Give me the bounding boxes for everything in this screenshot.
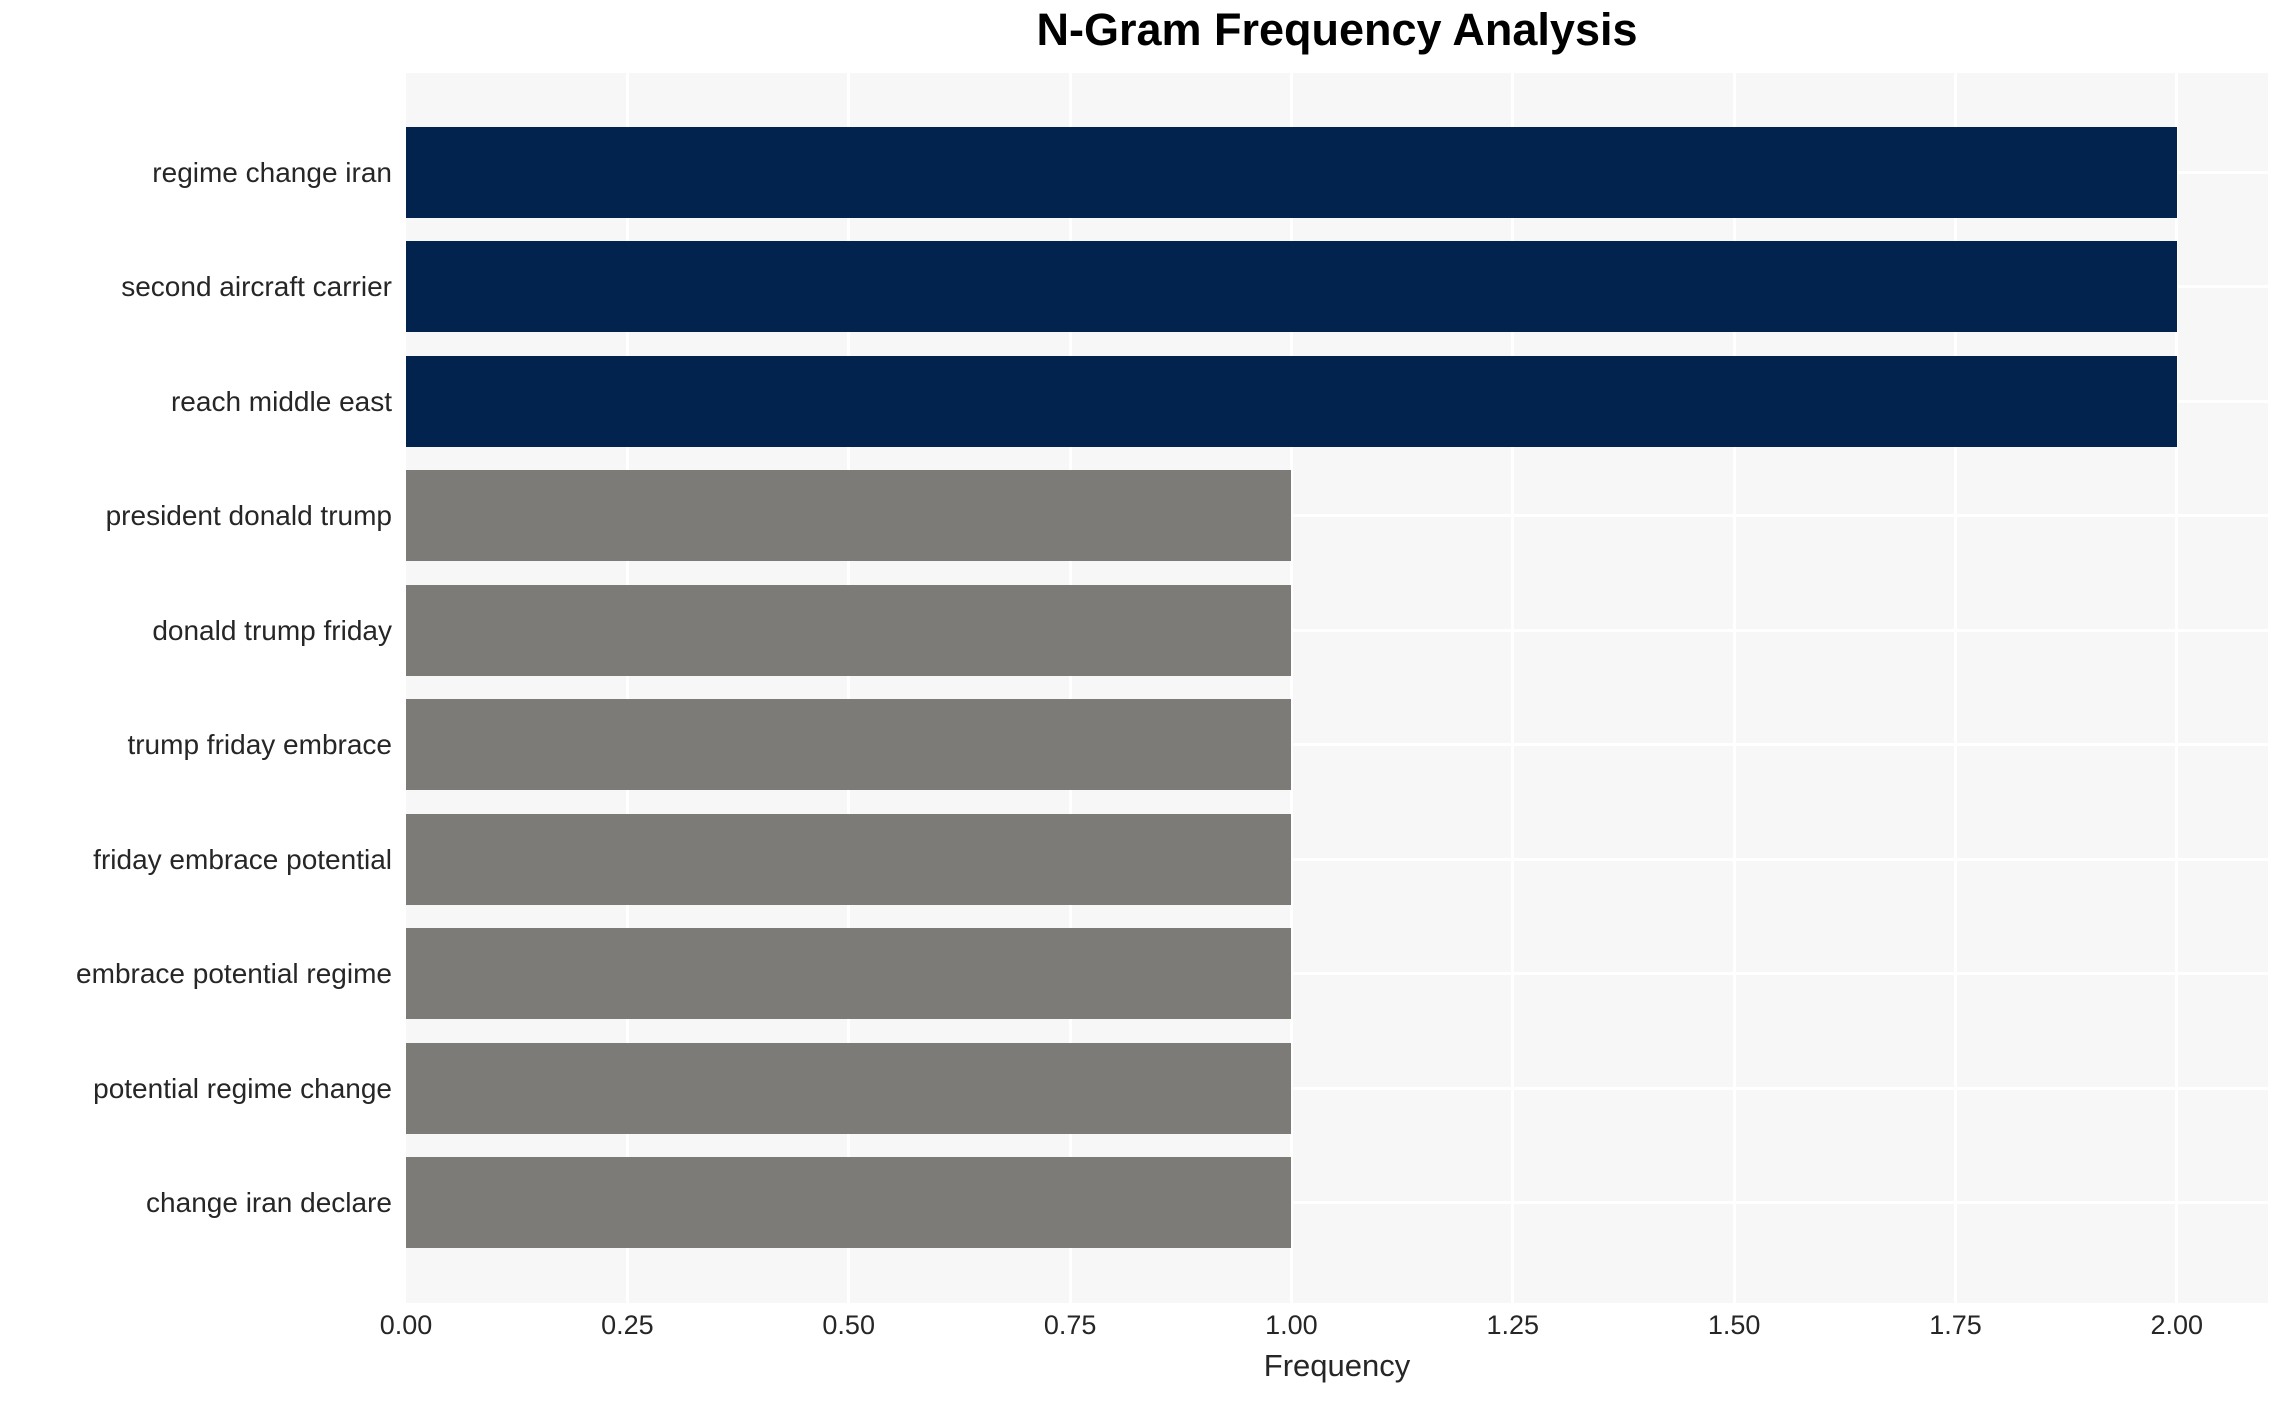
gridline-horizontal: [406, 857, 2268, 861]
y-tick-label: friday embrace potential: [93, 843, 392, 875]
bar-friday-embrace-potential: [406, 813, 1292, 905]
gridline-horizontal: [406, 628, 2268, 632]
chart-title: N-Gram Frequency Analysis: [1036, 4, 1638, 55]
bar-embrace-potential-regime: [406, 928, 1292, 1020]
y-tick-label: potential regime change: [93, 1072, 392, 1104]
bar-reach-middle-east: [406, 355, 2177, 447]
bar-president-donald-trump: [406, 470, 1292, 562]
x-tick-label: 1.25: [1486, 1310, 1540, 1340]
gridline-horizontal: [406, 1201, 2268, 1204]
y-tick-label: president donald trump: [105, 500, 392, 532]
y-tick-label: embrace potential regime: [76, 958, 392, 990]
x-tick-label: 1.00: [1265, 1310, 1318, 1340]
gridline-vertical: [625, 73, 629, 1303]
x-tick-label: 2.00: [2150, 1310, 2204, 1340]
bar-regime-change-iran: [406, 127, 2177, 218]
x-tick-label: 0.50: [822, 1310, 875, 1340]
x-tick-label: 0.75: [1043, 1310, 1097, 1340]
y-tick-label: second aircraft carrier: [121, 271, 392, 303]
x-tick-label: 1.75: [1929, 1310, 1982, 1340]
y-tick-label: donald trump friday: [152, 614, 392, 646]
gridline-horizontal: [406, 743, 2268, 747]
gridline-vertical: [847, 73, 851, 1303]
gridline-vertical: [1954, 73, 1957, 1303]
x-tick-label: 1.50: [1707, 1310, 1761, 1340]
y-tick-label: trump friday embrace: [127, 729, 392, 761]
gridline-horizontal: [406, 1086, 2268, 1090]
y-tick-label: change iran declare: [146, 1187, 392, 1218]
bar-change-iran-declare: [406, 1157, 1292, 1248]
bar-donald-trump-friday: [406, 584, 1292, 676]
bar-second-aircraft-carrier: [406, 241, 2177, 333]
y-tick-label: regime change iran: [152, 157, 392, 188]
gridline-vertical: [1289, 73, 1293, 1303]
bar-potential-regime-change: [406, 1042, 1292, 1134]
gridline-vertical: [2175, 73, 2179, 1303]
gridline-vertical: [1732, 73, 1736, 1303]
x-tick-label: 0.00: [379, 1310, 433, 1340]
gridline-vertical: [1511, 73, 1515, 1303]
gridline-horizontal: [406, 972, 2268, 976]
bar-trump-friday-embrace: [406, 699, 1292, 791]
x-tick-label: 0.25: [601, 1310, 654, 1340]
plot-area: [406, 73, 2268, 1303]
x-axis-label: Frequency: [1263, 1348, 1411, 1383]
gridline-vertical: [1068, 73, 1072, 1303]
gridline-horizontal: [406, 514, 2268, 518]
y-tick-label: reach middle east: [170, 385, 392, 417]
